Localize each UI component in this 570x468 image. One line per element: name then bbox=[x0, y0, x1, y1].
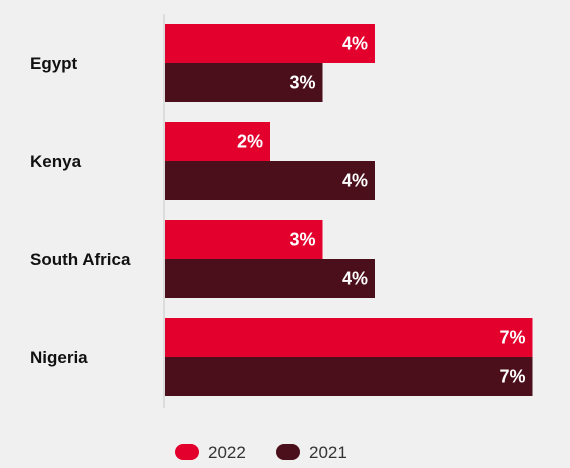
legend: 2022 2021 bbox=[175, 443, 347, 462]
legend-label-2022: 2022 bbox=[208, 443, 246, 462]
category-label-kenya: Kenya bbox=[30, 152, 82, 171]
bar-kenya-2022 bbox=[165, 122, 270, 161]
category-label-egypt: Egypt bbox=[30, 54, 78, 73]
data-label-egypt-2021: 3% bbox=[289, 73, 315, 93]
category-label-south-africa: South Africa bbox=[30, 250, 131, 269]
bar-nigeria-2022 bbox=[165, 318, 533, 357]
data-label-south-africa-2022: 3% bbox=[289, 230, 315, 250]
data-label-kenya-2022: 2% bbox=[237, 132, 263, 152]
legend-swatch-2022 bbox=[175, 444, 199, 460]
legend-swatch-2021 bbox=[276, 444, 300, 460]
data-label-south-africa-2021: 4% bbox=[342, 269, 368, 289]
data-label-kenya-2021: 4% bbox=[342, 171, 368, 191]
bar-egypt-2021 bbox=[165, 63, 323, 102]
bar-nigeria-2021 bbox=[165, 357, 533, 396]
category-label-nigeria: Nigeria bbox=[30, 348, 88, 367]
bar-south-africa-2021 bbox=[165, 259, 375, 298]
bars-group: Egypt 4% 3% Kenya 2% 4% South Africa 3% 4% Nigeri… bbox=[30, 24, 533, 396]
bar-egypt-2022 bbox=[165, 24, 375, 63]
bar-south-africa-2022 bbox=[165, 220, 323, 259]
legend-label-2021: 2021 bbox=[309, 443, 347, 462]
data-label-egypt-2022: 4% bbox=[342, 34, 368, 54]
data-label-nigeria-2022: 7% bbox=[499, 328, 525, 348]
data-label-nigeria-2021: 7% bbox=[499, 367, 525, 387]
bar-kenya-2021 bbox=[165, 161, 375, 200]
